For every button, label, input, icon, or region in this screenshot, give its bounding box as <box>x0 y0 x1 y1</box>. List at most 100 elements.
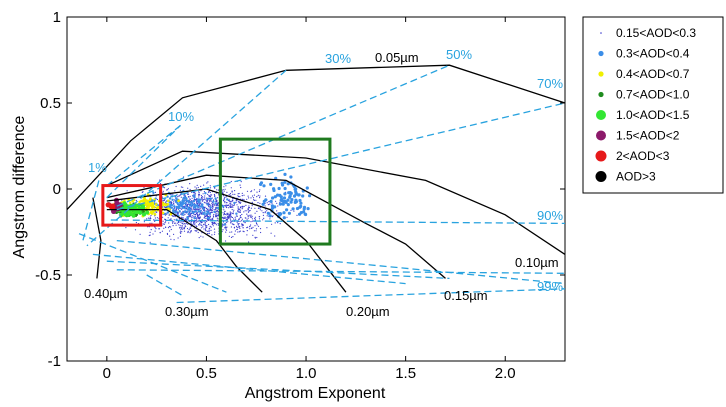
point-aod-0.15-0.3 <box>246 230 248 232</box>
point-aod-0.3-0.4 <box>197 206 200 209</box>
point-aod-0.15-0.3 <box>208 230 210 232</box>
point-aod-0.15-0.3 <box>204 215 207 218</box>
point-aod-0.15-0.3 <box>226 219 228 221</box>
point-aod-0.15-0.3 <box>149 241 151 243</box>
point-aod-0.15-0.3 <box>231 204 233 206</box>
point-aod-2-3 <box>108 204 114 210</box>
point-aod-0.15-0.3 <box>189 232 191 234</box>
point-aod-0.15-0.3 <box>230 222 232 224</box>
point-aod-0.15-0.3 <box>206 182 208 184</box>
point-aod-0.15-0.3 <box>250 207 252 209</box>
point-aod-0.15-0.3 <box>231 212 234 214</box>
point-aod-0.15-0.3 <box>236 221 238 223</box>
point-aod-0.15-0.3 <box>193 213 195 215</box>
point-aod-1.0-1.5 <box>145 210 150 215</box>
point-aod-0.15-0.3 <box>225 204 227 206</box>
legend-label: 0.3<AOD<0.4 <box>616 47 690 61</box>
point-aod-0.15-0.3 <box>184 219 186 221</box>
point-aod-0.3-0.4 <box>299 204 303 208</box>
point-aod-0.15-0.3 <box>224 201 226 203</box>
point-aod-0.15-0.3 <box>165 207 167 209</box>
legend-label: 0.15<AOD<0.3 <box>616 26 696 40</box>
point-aod-0.15-0.3 <box>187 203 189 205</box>
point-aod-0.15-0.3 <box>168 214 170 216</box>
point-aod-0.15-0.3 <box>248 205 250 207</box>
legend-marker <box>595 150 607 162</box>
point-aod-0.15-0.3 <box>223 198 225 200</box>
point-aod-0.15-0.3 <box>230 219 232 221</box>
point-aod-0.15-0.3 <box>174 222 176 224</box>
point-aod-0.15-0.3 <box>223 214 225 216</box>
point-aod-0.15-0.3 <box>172 193 174 195</box>
point-aod-0.15-0.3 <box>182 186 184 188</box>
point-aod-0.3-0.4 <box>206 203 209 206</box>
point-aod-0.15-0.3 <box>211 194 213 196</box>
point-aod-0.15-0.3 <box>188 229 190 231</box>
point-aod-0.15-0.3 <box>190 208 192 210</box>
point-aod-0.3-0.4 <box>280 197 284 201</box>
point-aod-0.3-0.4 <box>201 203 204 206</box>
point-aod-0.15-0.3 <box>226 204 228 207</box>
point-aod-0.15-0.3 <box>225 219 227 221</box>
point-aod-0.15-0.3 <box>217 213 219 215</box>
point-aod-0.15-0.3 <box>246 190 249 192</box>
point-aod-0.15-0.3 <box>224 227 226 229</box>
point-aod-0.15-0.3 <box>142 191 144 193</box>
point-aod-0.3-0.4 <box>214 202 217 205</box>
point-aod-0.15-0.3 <box>203 224 205 226</box>
point-aod-0.15-0.3 <box>256 196 258 198</box>
point-aod-0.15-0.3 <box>149 231 151 233</box>
point-aod-0.15-0.3 <box>183 221 185 223</box>
point-aod-0.15-0.3 <box>239 210 241 212</box>
fine-mode-radius-curve <box>106 150 566 255</box>
point-aod-0.15-0.3 <box>230 236 233 238</box>
point-aod-0.15-0.3 <box>233 224 235 226</box>
point-aod-0.15-0.3 <box>223 212 225 214</box>
point-aod-0.15-0.3 <box>194 222 196 224</box>
point-aod-0.3-0.4 <box>290 198 294 202</box>
point-aod-0.15-0.3 <box>184 205 186 207</box>
fine-mode-fraction-curve <box>92 253 406 285</box>
point-aod-0.15-0.3 <box>180 186 182 188</box>
point-aod-0.15-0.3 <box>166 233 169 235</box>
point-aod-0.15-0.3 <box>223 190 225 192</box>
point-aod-0.15-0.3 <box>195 220 197 222</box>
point-aod-0.15-0.3 <box>222 189 224 191</box>
point-aod-0.15-0.3 <box>239 225 241 227</box>
point-aod-0.15-0.3 <box>243 211 245 213</box>
legend-marker <box>598 71 604 77</box>
point-aod-0.15-0.3 <box>147 217 149 219</box>
point-aod-0.15-0.3 <box>228 207 230 209</box>
point-aod-0.15-0.3 <box>237 206 239 208</box>
point-aod-0.15-0.3 <box>216 204 218 206</box>
point-aod-0.15-0.3 <box>253 194 255 196</box>
point-aod-0.15-0.3 <box>174 199 176 201</box>
point-aod-0.15-0.3 <box>234 193 236 195</box>
fine-mode-fraction-curve <box>106 124 181 187</box>
point-aod-0.15-0.3 <box>240 201 242 203</box>
point-aod-0.3-0.4 <box>233 201 236 205</box>
point-aod-0.15-0.3 <box>212 217 214 219</box>
point-aod-0.3-0.4 <box>299 201 303 205</box>
point-aod-0.15-0.3 <box>236 226 238 229</box>
fine-mode-fraction-label: 90% <box>537 208 563 223</box>
point-aod-0.15-0.3 <box>190 214 192 216</box>
point-aod-0.15-0.3 <box>251 216 253 218</box>
point-aod-0.15-0.3 <box>213 209 215 211</box>
point-aod-0.15-0.3 <box>213 213 215 216</box>
point-aod-0.15-0.3 <box>173 239 175 241</box>
point-aod-0.15-0.3 <box>201 224 203 226</box>
point-aod-0.15-0.3 <box>237 211 239 213</box>
point-aod-0.15-0.3 <box>207 215 209 217</box>
point-aod-0.15-0.3 <box>196 202 198 204</box>
point-aod-0.15-0.3 <box>166 189 168 191</box>
point-aod-0.4-0.7 <box>167 207 170 210</box>
point-aod-0.4-0.7 <box>146 199 149 203</box>
point-aod-0.15-0.3 <box>167 188 169 190</box>
point-aod-0.15-0.3 <box>271 216 273 218</box>
point-aod-0.15-0.3 <box>197 215 199 218</box>
point-aod-0.15-0.3 <box>216 219 218 221</box>
point-aod-0.15-0.3 <box>178 224 180 226</box>
point-aod-0.15-0.3 <box>180 212 182 214</box>
point-aod-0.15-0.3 <box>135 199 137 202</box>
